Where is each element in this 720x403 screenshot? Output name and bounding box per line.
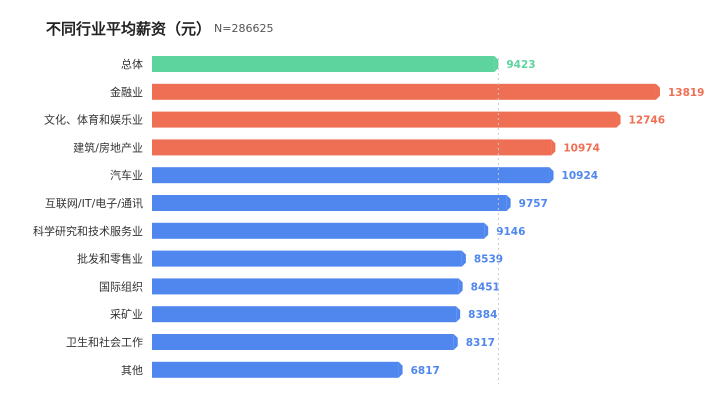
value-label: 8317 <box>466 337 495 349</box>
category-label: 金融业 <box>110 85 143 99</box>
bar <box>152 111 617 128</box>
bar <box>152 361 399 378</box>
value-label: 9757 <box>519 198 548 210</box>
bar-tip <box>655 83 660 100</box>
category-label: 文化、体育和娱乐业 <box>44 113 143 127</box>
value-label: 6817 <box>411 365 440 377</box>
bar-tip <box>551 139 556 156</box>
bar-tip <box>616 111 621 128</box>
category-label: 卫生和社会工作 <box>66 335 143 349</box>
bar <box>152 195 507 211</box>
value-label: 13819 <box>668 87 705 99</box>
bar-tip <box>453 334 458 350</box>
category-label: 科学研究和技术服务业 <box>33 224 143 238</box>
value-label: 8384 <box>468 309 497 321</box>
category-label: 汽车业 <box>110 168 143 182</box>
bar <box>152 250 462 267</box>
bar <box>152 56 495 72</box>
value-label: 8451 <box>471 281 500 293</box>
category-label: 国际组织 <box>99 279 143 293</box>
category-label: 其他 <box>121 364 143 377</box>
chart-title: 不同行业平均薪资（元） <box>46 20 212 38</box>
bar-tip <box>456 306 461 323</box>
value-label: 10924 <box>562 170 599 182</box>
value-label: 9146 <box>496 226 525 238</box>
bar-tip <box>461 250 466 267</box>
category-label: 批发和零售业 <box>77 252 143 266</box>
value-label: 10974 <box>563 142 600 154</box>
category-label: 采矿业 <box>110 308 143 321</box>
value-label: 8539 <box>474 254 503 266</box>
bar-tip <box>549 167 554 184</box>
bar <box>152 334 454 350</box>
bar <box>152 222 485 239</box>
bar-tip <box>398 361 403 378</box>
bar <box>152 278 459 295</box>
category-label: 互联网/IT/电子/通讯 <box>45 197 143 210</box>
bar <box>152 139 552 156</box>
category-label: 建筑/房地产业 <box>73 140 143 154</box>
bar-tip <box>494 56 499 72</box>
value-label: 12746 <box>629 115 666 127</box>
bar-tip <box>484 222 489 239</box>
chart-subtitle: N=286625 <box>214 22 274 35</box>
value-label: 9423 <box>506 59 535 71</box>
bar-tip <box>506 195 511 211</box>
bar <box>152 306 457 323</box>
bar <box>152 167 550 184</box>
bar-tip <box>458 278 463 295</box>
bar <box>152 83 656 100</box>
category-label: 总体 <box>121 57 143 71</box>
